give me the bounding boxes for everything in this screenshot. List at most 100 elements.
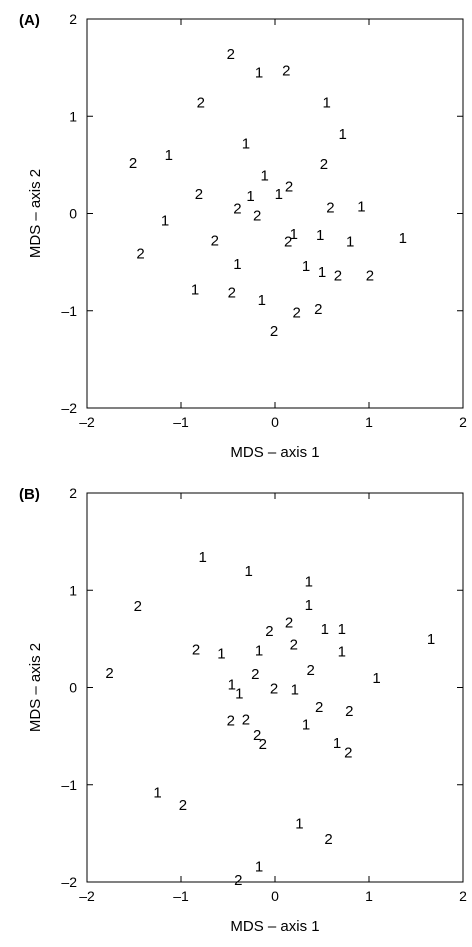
data-point-group-1: 1 [246, 188, 254, 205]
data-point-group-2: 2 [270, 680, 278, 697]
data-point-group-2: 2 [307, 662, 315, 679]
data-point-group-2: 2 [211, 233, 219, 250]
data-point-group-2: 2 [334, 268, 342, 285]
data-point-group-2: 2 [253, 207, 261, 224]
data-point-group-2: 2 [314, 301, 322, 318]
x-tick-label: 1 [365, 888, 373, 904]
data-point-group-2: 2 [315, 699, 323, 716]
data-point-group-2: 2 [320, 156, 328, 173]
y-tick-label: 2 [69, 11, 77, 27]
data-point-group-1: 1 [291, 681, 299, 698]
data-point-group-1: 1 [242, 135, 250, 152]
y-tick-label: –2 [61, 874, 77, 890]
data-point-group-2: 2 [253, 727, 261, 744]
data-point-group-1: 1 [153, 785, 161, 802]
y-tick-label: 2 [69, 485, 77, 501]
data-point-group-1: 1 [165, 147, 173, 164]
data-point-group-2: 2 [227, 46, 235, 63]
y-tick-label: –1 [61, 777, 77, 793]
data-point-group-2: 2 [292, 305, 300, 322]
data-point-group-1: 1 [338, 644, 346, 661]
panel-label: (B) [19, 486, 40, 503]
data-point-group-1: 1 [318, 264, 326, 281]
x-tick-label: 2 [459, 888, 467, 904]
x-tick-label: –1 [173, 888, 189, 904]
data-point-group-2: 2 [285, 178, 293, 195]
data-point-group-1: 1 [316, 227, 324, 244]
data-point-group-2: 2 [285, 614, 293, 631]
data-point-group-2: 2 [366, 268, 374, 285]
data-point-group-2: 2 [233, 201, 241, 218]
data-point-group-2: 2 [134, 598, 142, 615]
y-tick-label: 1 [69, 108, 77, 124]
y-axis-label: MDS – axis 2 [27, 169, 44, 258]
data-point-group-2: 2 [228, 284, 236, 301]
data-point-group-1: 1 [399, 230, 407, 247]
x-tick-label: 0 [271, 888, 279, 904]
data-point-group-2: 2 [345, 703, 353, 720]
y-tick-label: 0 [69, 680, 77, 696]
y-tick-label: –1 [61, 303, 77, 319]
data-point-group-2: 2 [227, 713, 235, 730]
data-point-group-1: 1 [321, 621, 329, 638]
data-point-group-2: 2 [242, 712, 250, 729]
data-point-group-1: 1 [290, 226, 298, 243]
data-point-group-1: 1 [235, 685, 243, 702]
data-point-group-1: 1 [323, 95, 331, 112]
plot-frame [86, 18, 464, 409]
y-axis-label: MDS – axis 2 [27, 643, 44, 732]
data-point-group-2: 2 [290, 637, 298, 654]
data-point-group-1: 1 [339, 126, 347, 143]
data-point-group-2: 2 [326, 200, 334, 217]
data-point-group-1: 1 [357, 199, 365, 216]
data-point-group-1: 1 [260, 168, 268, 185]
data-point-group-2: 2 [344, 745, 352, 762]
data-point-group-2: 2 [136, 245, 144, 262]
x-tick-label: 2 [459, 414, 467, 430]
data-point-group-2: 2 [251, 666, 259, 683]
x-tick-label: –2 [79, 888, 95, 904]
data-point-group-2: 2 [265, 623, 273, 640]
x-axis-label: MDS – axis 1 [230, 444, 319, 461]
data-point-group-1: 1 [198, 549, 206, 566]
data-point-group-1: 1 [245, 563, 253, 580]
data-point-group-1: 1 [372, 670, 380, 687]
data-point-group-2: 2 [105, 665, 113, 682]
data-point-group-1: 1 [217, 645, 225, 662]
panel-label: (A) [19, 12, 40, 29]
data-point-group-1: 1 [233, 256, 241, 273]
data-point-group-2: 2 [129, 155, 137, 172]
y-tick-label: 1 [69, 582, 77, 598]
data-point-group-1: 1 [191, 281, 199, 298]
data-point-group-2: 2 [324, 831, 332, 848]
x-tick-label: –2 [79, 414, 95, 430]
y-tick-label: 0 [69, 206, 77, 222]
data-point-group-1: 1 [255, 64, 263, 81]
x-tick-label: 1 [365, 414, 373, 430]
data-point-group-2: 2 [284, 234, 292, 251]
data-point-group-1: 1 [338, 621, 346, 638]
x-tick-label: –1 [173, 414, 189, 430]
x-tick-label: 0 [271, 414, 279, 430]
data-point-group-1: 1 [302, 716, 310, 733]
data-point-group-2: 2 [282, 63, 290, 80]
data-point-group-2: 2 [179, 797, 187, 814]
data-point-group-2: 2 [234, 872, 242, 889]
data-point-group-2: 2 [192, 642, 200, 659]
y-tick-label: –2 [61, 400, 77, 416]
x-axis-label: MDS – axis 1 [230, 918, 319, 935]
data-point-group-1: 1 [258, 292, 266, 309]
data-point-group-1: 1 [305, 573, 313, 590]
data-point-group-1: 1 [346, 234, 354, 251]
data-point-group-1: 1 [161, 212, 169, 229]
data-point-group-1: 1 [255, 643, 263, 660]
data-point-group-1: 1 [228, 677, 236, 694]
data-point-group-1: 1 [255, 858, 263, 875]
data-point-group-1: 1 [275, 186, 283, 203]
data-point-group-1: 1 [333, 735, 341, 752]
data-point-group-1: 1 [305, 597, 313, 614]
data-point-group-2: 2 [259, 736, 267, 753]
data-point-group-2: 2 [270, 323, 278, 340]
